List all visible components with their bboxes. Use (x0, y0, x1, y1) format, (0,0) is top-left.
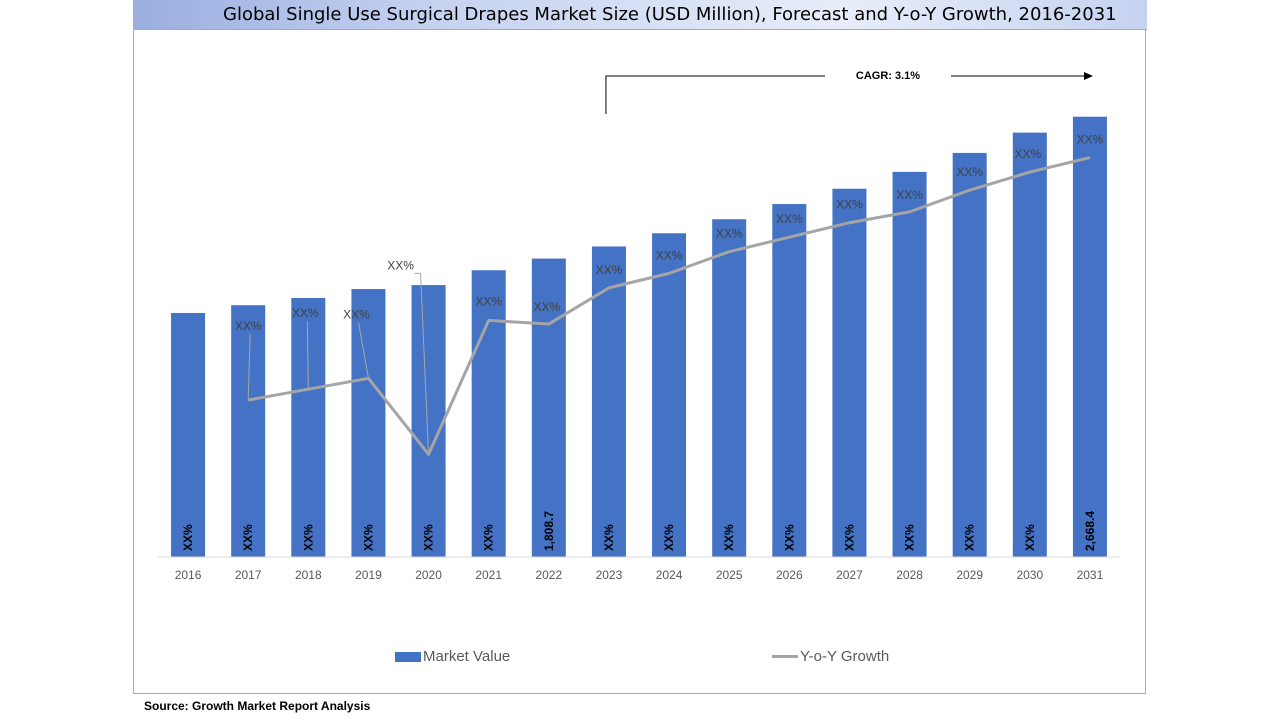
bar-2016 (171, 312, 206, 557)
cagr-label: CAGR: 3.1% (856, 70, 920, 82)
x-tick-2030: 2030 (1016, 568, 1043, 582)
growth-label-leader-2020 (414, 272, 430, 455)
bar-2030 (1012, 132, 1047, 557)
bar-value-label-2021: XX% (482, 524, 496, 551)
legend-label-yoy-growth: Y-o-Y Growth (800, 648, 890, 665)
bar-value-label-2023: XX% (602, 524, 616, 551)
growth-label-2028: XX% (896, 188, 923, 202)
x-tick-2019: 2019 (355, 568, 382, 582)
legend-swatch-line (772, 655, 798, 658)
x-tick-2024: 2024 (656, 568, 683, 582)
growth-label-2029: XX% (956, 165, 983, 179)
source-note: Source: Growth Market Report Analysis (144, 699, 371, 713)
growth-label-2031: XX% (1077, 133, 1104, 147)
x-tick-2020: 2020 (415, 568, 442, 582)
growth-label-2019: XX% (343, 307, 370, 321)
bar-2023 (591, 246, 626, 557)
x-tick-2021: 2021 (475, 568, 502, 582)
bar-value-label-2020: XX% (422, 524, 436, 551)
growth-label-2024: XX% (656, 248, 683, 262)
x-tick-2026: 2026 (776, 568, 803, 582)
x-tick-2018: 2018 (295, 568, 322, 582)
bar-value-label-2028: XX% (903, 524, 917, 551)
x-tick-2025: 2025 (716, 568, 743, 582)
growth-label-2020: XX% (387, 258, 414, 272)
bar-2019 (351, 289, 386, 557)
cagr-bracket (605, 75, 825, 114)
legend-item-yoy-growth: Y-o-Y Growth (772, 648, 889, 665)
x-tick-2023: 2023 (596, 568, 623, 582)
bar-2029 (952, 152, 987, 558)
bar-value-label-2030: XX% (1023, 524, 1037, 551)
growth-label-2026: XX% (776, 212, 803, 226)
x-tick-2022: 2022 (535, 568, 562, 582)
bar-value-label-2022: 1,808.7 (542, 511, 556, 551)
bar-2026 (772, 204, 807, 557)
bar-2024 (652, 233, 687, 557)
bar-2020 (411, 285, 446, 557)
cagr-arrow-head (1084, 72, 1093, 80)
bar-2025 (712, 219, 747, 557)
bar-value-label-2025: XX% (722, 524, 736, 551)
x-tick-2031: 2031 (1077, 568, 1104, 582)
growth-label-2030: XX% (1014, 147, 1041, 161)
bar-value-label-2019: XX% (361, 524, 375, 551)
bar-value-label-2031: 2,668.4 (1083, 511, 1097, 551)
bar-2022 (531, 258, 566, 557)
bar-value-label-2017: XX% (241, 524, 255, 551)
growth-label-2025: XX% (716, 227, 743, 241)
bar-value-label-2016: XX% (181, 524, 195, 551)
growth-label-2027: XX% (836, 198, 863, 212)
bar-value-label-2018: XX% (301, 524, 315, 551)
legend-swatch-bar (395, 651, 421, 662)
x-tick-2016: 2016 (175, 568, 202, 582)
bar-value-label-2026: XX% (782, 524, 796, 551)
legend: Market Value Y-o-Y Growth (0, 648, 1280, 668)
x-tick-2028: 2028 (896, 568, 923, 582)
growth-label-2023: XX% (596, 263, 623, 277)
bar-2018 (291, 297, 326, 557)
legend-item-market-value: Market Value (395, 648, 510, 665)
x-tick-2029: 2029 (956, 568, 983, 582)
title-bar (133, 0, 1147, 30)
bar-value-label-2024: XX% (662, 524, 676, 551)
chart-title: Global Single Use Surgical Drapes Market… (223, 4, 1117, 25)
bar-value-label-2027: XX% (842, 524, 856, 551)
yoy-growth-line (247, 156, 1091, 456)
bar-value-label-2029: XX% (963, 524, 977, 551)
bar-2021 (471, 270, 506, 557)
growth-label-2021: XX% (475, 294, 502, 308)
bar-2031 (1072, 116, 1107, 558)
x-tick-2017: 2017 (235, 568, 262, 582)
legend-label-market-value: Market Value (423, 648, 511, 665)
growth-label-leader-2019 (357, 322, 369, 379)
growth-label-2017: XX% (235, 319, 262, 333)
growth-label-leader-2017 (247, 334, 251, 401)
bar-2017 (231, 305, 266, 557)
growth-label-2022: XX% (533, 300, 560, 314)
bar-2027 (832, 188, 867, 557)
bar-2028 (892, 171, 927, 557)
growth-label-leader-2018 (306, 321, 309, 390)
x-tick-2027: 2027 (836, 568, 863, 582)
growth-label-2018: XX% (292, 306, 319, 320)
